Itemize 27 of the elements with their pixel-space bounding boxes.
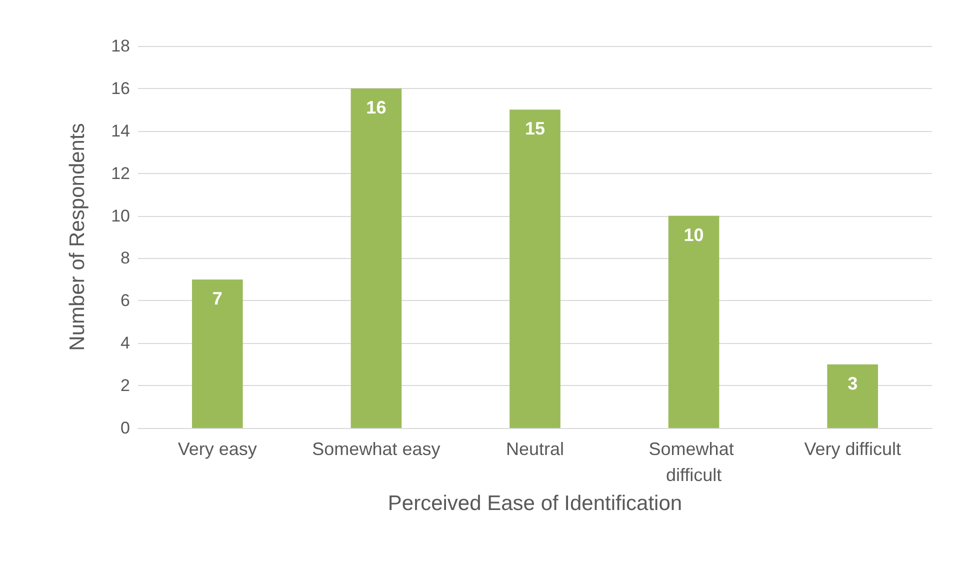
data-label: 15 xyxy=(524,118,546,139)
y-tick-label: 8 xyxy=(120,248,130,268)
y-axis-title: Number of Respondents xyxy=(66,123,89,351)
x-tick-label: Somewhat difficult xyxy=(648,439,739,485)
y-tick-label: 12 xyxy=(111,164,130,183)
y-tick-label: 0 xyxy=(120,418,130,438)
y-tick-label: 14 xyxy=(111,121,130,140)
y-tick-label: 2 xyxy=(120,376,130,396)
x-axis-title: Perceived Ease of Identification xyxy=(388,492,682,515)
y-tick-label: 10 xyxy=(111,206,130,226)
data-label: 7 xyxy=(212,288,222,308)
y-tick-label: 6 xyxy=(120,291,130,310)
bar xyxy=(192,279,243,428)
data-label: 3 xyxy=(848,373,858,394)
y-tick-label: 4 xyxy=(120,334,130,353)
x-tick-label: Neutral xyxy=(506,439,564,459)
x-tick-label: Very difficult xyxy=(804,439,901,459)
bar xyxy=(350,88,402,428)
bar xyxy=(510,110,560,428)
x-tick-label: Very easy xyxy=(178,439,257,459)
x-tick-label: Somewhat easy xyxy=(312,439,440,459)
bar xyxy=(827,364,878,428)
bar xyxy=(668,216,720,428)
data-label: 16 xyxy=(366,97,386,118)
y-tick-label: 18 xyxy=(111,36,130,56)
y-tick-label: 16 xyxy=(111,78,130,98)
data-label: 10 xyxy=(684,224,704,245)
